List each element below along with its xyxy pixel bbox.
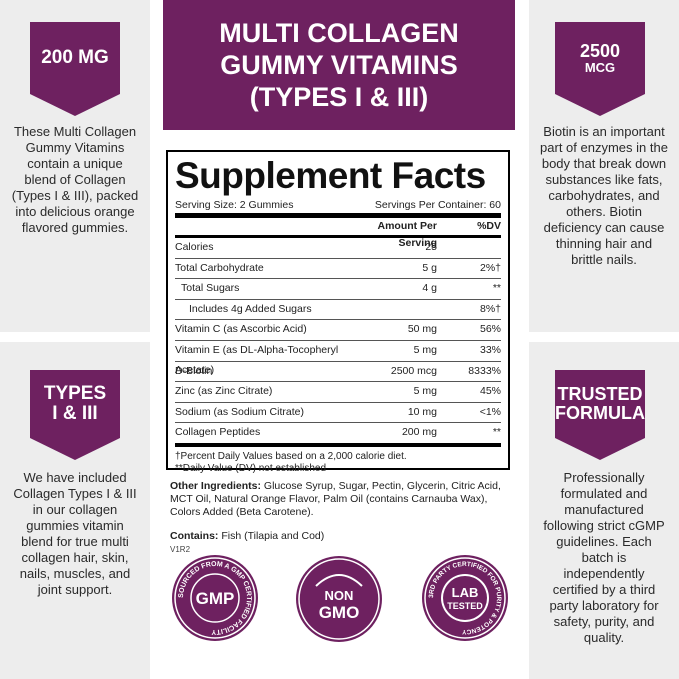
- version-code: V1R2: [170, 545, 191, 554]
- facts-row: Vitamin C (as Ascorbic Acid) 50 mg 56%: [175, 320, 501, 341]
- dv-header: %DV: [477, 220, 501, 232]
- footnote-dv: †Percent Daily Values based on a 2,000 c…: [175, 450, 407, 462]
- servings-per-container: Servings Per Container: 60: [374, 199, 501, 211]
- facts-footnotes: †Percent Daily Values based on a 2,000 c…: [175, 451, 501, 475]
- trusted-description: Professionally formulated and manufactur…: [543, 470, 665, 645]
- allergen-contains: Contains: Fish (Tilapia and Cod): [170, 530, 324, 542]
- facts-row: Total Sugars 4 g **: [175, 279, 501, 300]
- gmp-seal-icon: SOURCED FROM A GMP CERTIFIED FACILITY GM…: [172, 555, 258, 641]
- facts-row: D-Biotin 2500 mcg 8333%: [175, 362, 501, 383]
- other-ingredients: Other Ingredients: Glucose Syrup, Sugar,…: [170, 480, 515, 519]
- title-line2: GUMMY VITAMINS: [220, 50, 458, 80]
- lab-tested-seal-icon: 3RD PARTY CERTIFIED FOR PURITY & POTENCY…: [422, 555, 508, 641]
- types-badge-line2: I & III: [52, 403, 98, 424]
- facts-header-row: Amount Per Serving %DV: [175, 218, 501, 249]
- footnote-not-established: **Daily Value (DV) not established: [175, 462, 327, 474]
- facts-row: Calories 25: [175, 238, 501, 259]
- serving-size: Serving Size: 2 Gummies: [175, 199, 294, 211]
- facts-row: Sodium (as Sodium Citrate) 10 mg <1%: [175, 403, 501, 424]
- biotin-badge-unit: MCG: [584, 59, 616, 75]
- gmp-center-text: GMP: [196, 589, 235, 608]
- ingredients-label: Other Ingredients:: [170, 480, 262, 492]
- facts-row: Zinc (as Zinc Citrate) 5 mg 45%: [175, 382, 501, 403]
- types-badge-line1: TYPES: [43, 383, 107, 405]
- facts-row: Collagen Peptides 200 mg **: [175, 423, 501, 447]
- trusted-badge-line2: FORMULA: [555, 403, 645, 423]
- facts-title: Supplement Facts: [175, 155, 486, 196]
- trusted-badge: TRUSTED FORMULA: [555, 370, 645, 460]
- biotin-badge-amount: 2500: [579, 40, 621, 61]
- trusted-badge-line1: TRUSTED: [557, 384, 643, 405]
- amount-header: Amount Per Serving: [377, 220, 437, 249]
- facts-row: Includes 4g Added Sugars 8%†: [175, 300, 501, 321]
- dose-badge: 200 MG: [30, 22, 120, 116]
- title-line3: (TYPES I & III): [249, 82, 429, 112]
- facts-row: Total Carbohydrate 5 g 2%†: [175, 259, 501, 280]
- lab-text: LAB: [452, 585, 479, 600]
- biotin-description: Biotin is an important part of enzymes i…: [540, 124, 668, 267]
- supplement-facts-panel: Supplement Facts Serving Size: 2 Gummies…: [166, 150, 510, 474]
- product-title-banner: MULTI COLLAGEN GUMMY VITAMINS (TYPES I &…: [163, 0, 515, 130]
- gmo-text: GMO: [319, 603, 360, 622]
- ingredients-text: Glucose Syrup, Sugar, Pectin, Glycerin, …: [170, 480, 501, 518]
- non-gmo-seal-icon: NON GMO: [296, 556, 382, 642]
- non-text: NON: [325, 588, 354, 603]
- contains-text: Fish (Tilapia and Cod): [218, 530, 325, 542]
- serving-info: Serving Size: 2 Gummies Servings Per Con…: [175, 198, 501, 218]
- types-badge: TYPES I & III: [30, 370, 120, 460]
- tested-text: TESTED: [447, 601, 483, 611]
- types-description: We have included Collagen Types I & III …: [13, 470, 137, 597]
- facts-row: Vitamin E (as DL-Alpha-Tocopheryl Acetat…: [175, 341, 501, 376]
- biotin-badge: 2500 MCG: [555, 22, 645, 116]
- collagen-description: These Multi Collagen Gummy Vitamins cont…: [11, 124, 139, 235]
- dose-badge-label: 200 MG: [41, 47, 109, 69]
- contains-label: Contains:: [170, 530, 219, 542]
- title-line1: MULTI COLLAGEN: [219, 18, 459, 48]
